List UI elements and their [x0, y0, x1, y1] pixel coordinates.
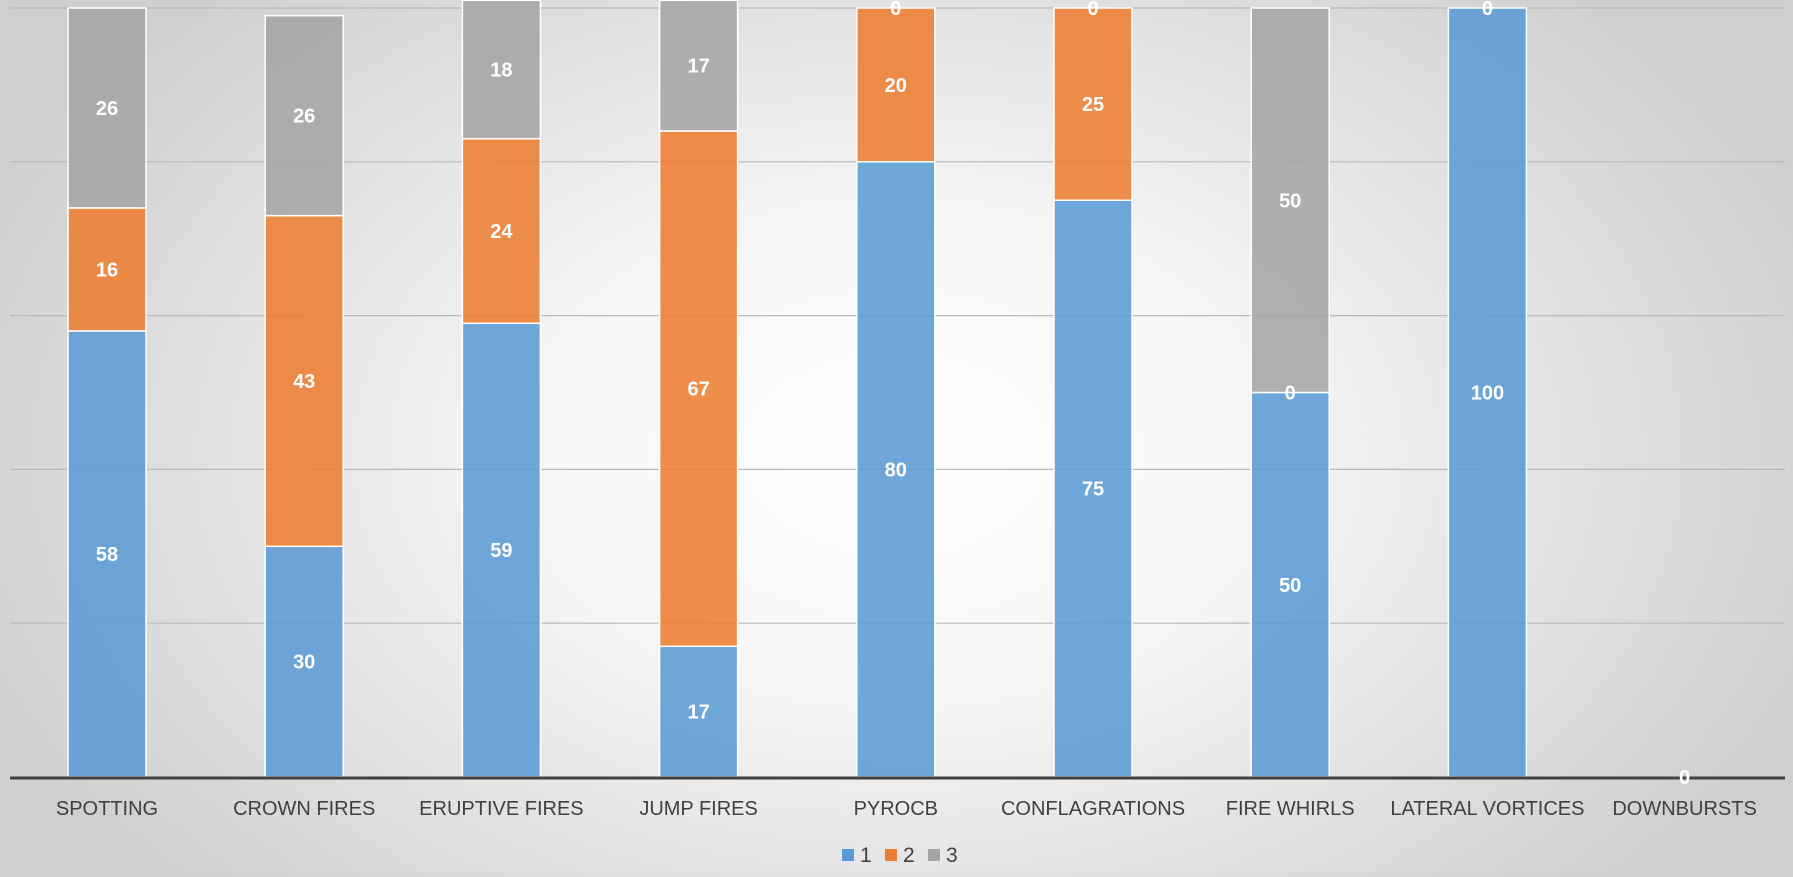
bar-segment [67, 7, 147, 209]
data-label: 0 [890, 0, 901, 20]
bar-segment [67, 207, 147, 332]
data-label: 43 [293, 371, 315, 393]
data-label: 67 [687, 379, 709, 401]
bar-segment [1250, 391, 1330, 778]
data-label: 17 [687, 56, 709, 78]
data-label: 75 [1082, 479, 1104, 501]
bar-segment [1250, 7, 1330, 394]
category-labels: SPOTTING CROWN FIRES ERUPTIVE FIRES JUMP FI… [56, 798, 1757, 820]
category-label: PYROCB [854, 798, 938, 820]
category-label: CROWN FIRES [233, 798, 375, 820]
bar-segment [1053, 199, 1133, 778]
data-label: 17 [687, 702, 709, 724]
legend-label: 2 [903, 844, 915, 867]
data-label: 26 [293, 106, 315, 128]
data-label: 80 [885, 459, 907, 481]
bar-segment [1053, 7, 1133, 201]
bar-segment [658, 645, 739, 778]
legend-label: 1 [860, 844, 872, 867]
bars [67, 0, 1528, 778]
bar-segment [856, 161, 936, 778]
category-label: CONFLAGRATIONS [1001, 798, 1185, 820]
data-label: 26 [96, 98, 118, 120]
category-label: ERUPTIVE FIRES [419, 798, 583, 820]
data-label: 18 [490, 60, 512, 82]
category-label: JUMP FIRES [639, 798, 758, 820]
legend-swatch [842, 849, 854, 861]
bar-segment [856, 7, 936, 163]
data-label: 100 [1471, 383, 1504, 405]
bar-segment [658, 130, 739, 648]
category-label: LATERAL VORTICES [1390, 798, 1584, 820]
data-label: 0 [1087, 0, 1098, 20]
data-label: 50 [1279, 575, 1301, 597]
data-label: 59 [490, 540, 512, 562]
bar-segment [461, 137, 542, 325]
bar-segment [264, 14, 344, 217]
category-label: DOWNBURSTS [1612, 798, 1756, 820]
bar-segment [1447, 7, 1528, 778]
category-label: FIRE WHIRLS [1226, 798, 1355, 820]
legend: 1 2 3 [842, 844, 958, 867]
data-label: 58 [96, 544, 118, 566]
data-label: 20 [885, 75, 907, 97]
legend-swatch [928, 849, 940, 861]
legend-label: 3 [946, 844, 958, 867]
data-labels: 58 16 26 30 43 26 59 24 18 17 67 17 80 20 0 75 25 0 50 0 50 1… [96, 0, 1690, 789]
bar-segment [461, 0, 542, 140]
data-label: 25 [1082, 94, 1104, 116]
data-label: 0 [1285, 383, 1296, 405]
data-label: 30 [293, 652, 315, 674]
data-label: 24 [490, 221, 513, 243]
bar-segment [658, 0, 739, 132]
bar-segment [67, 330, 147, 778]
data-label: 16 [96, 259, 118, 281]
legend-swatch [885, 849, 897, 861]
data-label: 0 [1482, 0, 1493, 20]
bar-segment [461, 322, 542, 778]
data-label: 50 [1279, 190, 1301, 212]
category-label: SPOTTING [56, 798, 158, 820]
data-label: 0 [1679, 767, 1690, 789]
